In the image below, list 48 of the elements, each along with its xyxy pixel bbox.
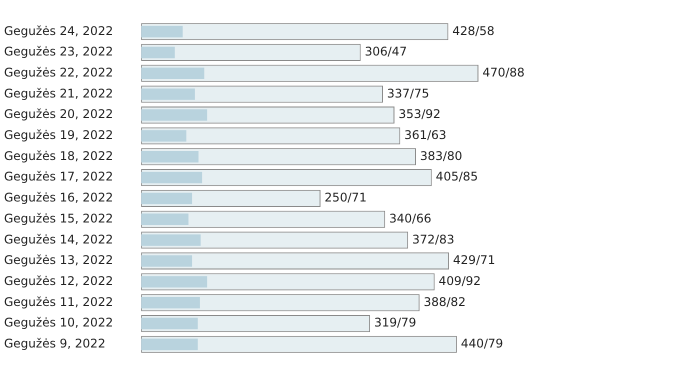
data-label: 429/71: [453, 253, 496, 268]
bar: [141, 68, 204, 80]
bar: [141, 338, 198, 350]
y-tick-label: Gegužės 18, 2022: [4, 148, 114, 163]
y-tick-label: Gegužės 19, 2022: [4, 128, 114, 142]
bar: [141, 255, 192, 267]
data-label: 319/79: [374, 316, 416, 330]
data-label: 340/66: [389, 211, 432, 226]
y-tick-label: Gegužės 12, 2022: [4, 274, 114, 288]
y-tick-label: Gegužės 16, 2022: [4, 190, 114, 205]
data-label: 440/79: [460, 336, 504, 350]
y-tick-label: Gegužės 9, 2022: [4, 336, 106, 350]
bar: [141, 318, 198, 330]
data-label: 428/58: [452, 24, 495, 38]
data-label: 470/88: [482, 65, 525, 80]
data-label: 306/47: [364, 44, 407, 59]
y-tick-label: Gegužės 20, 2022: [4, 107, 114, 122]
data-label: 361/63: [404, 128, 446, 142]
data-label: 250/71: [324, 190, 367, 205]
bar: [141, 109, 208, 121]
data-label: 353/92: [398, 107, 441, 122]
bar: [141, 276, 208, 288]
data-label: 337/75: [386, 86, 430, 100]
y-tick-label: Gegužės 11, 2022: [4, 294, 114, 309]
bar: [141, 46, 175, 58]
bar: [141, 296, 200, 308]
y-tick-label: Gegužės 24, 2022: [4, 24, 114, 38]
data-label: 383/80: [420, 148, 462, 163]
bar: [141, 172, 202, 184]
data-label: 372/83: [412, 232, 454, 246]
y-tick-label: Gegužės 14, 2022: [4, 232, 114, 246]
y-tick-label: Gegužės 13, 2022: [4, 253, 114, 268]
y-tick-label: Gegužės 22, 2022: [4, 65, 114, 80]
y-tick-label: Gegužės 23, 2022: [4, 44, 114, 59]
bar: [141, 130, 186, 142]
bar: [141, 192, 192, 204]
bar: [141, 234, 201, 246]
data-label: 405/85: [436, 170, 478, 184]
data-label: 388/82: [424, 294, 466, 309]
y-tick-label: Gegužės 10, 2022: [4, 316, 114, 330]
bar: [141, 26, 183, 38]
y-tick-label: Gegužės 17, 2022: [4, 170, 114, 184]
bar: [141, 214, 188, 226]
data-label: 409/92: [438, 274, 481, 288]
y-tick-label: Gegužės 21, 2022: [4, 86, 114, 100]
bar: [141, 88, 195, 100]
bar: [141, 150, 199, 162]
y-tick-label: Gegužės 15, 2022: [4, 211, 114, 226]
